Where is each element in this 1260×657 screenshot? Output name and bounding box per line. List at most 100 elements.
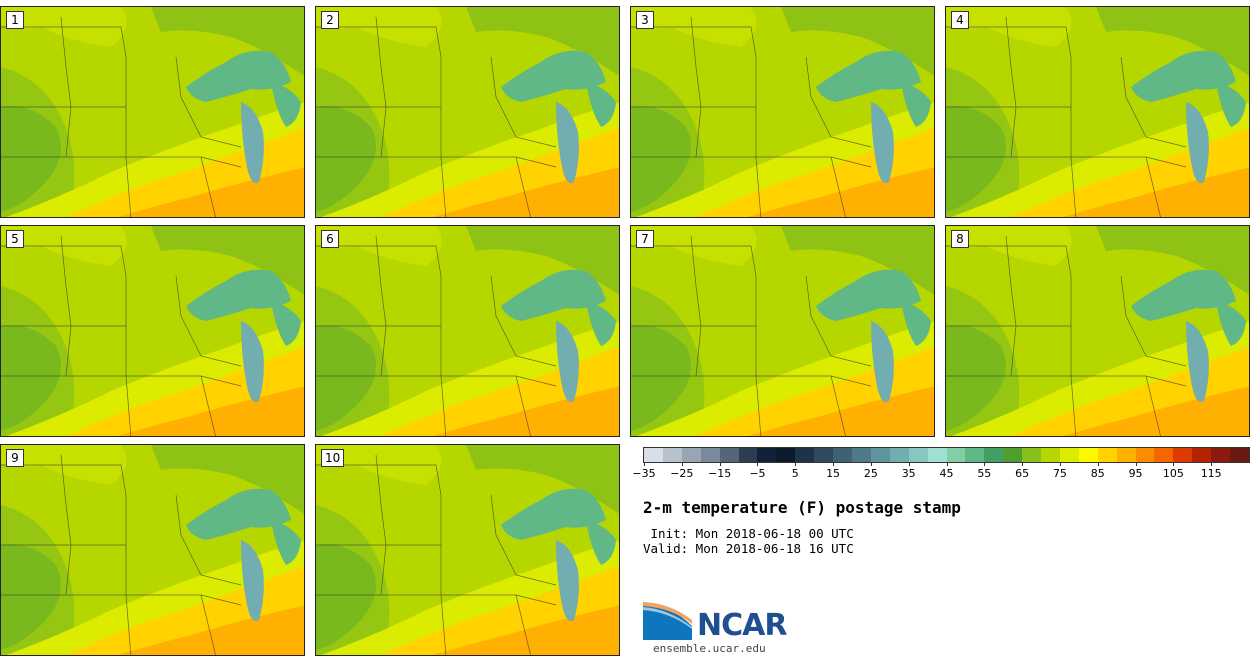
colorbar-tick [719,462,721,466]
colorbar-tick [1022,462,1024,466]
stamp-number-label: 2 [321,11,339,29]
colorbar-swatch [927,448,947,462]
stamp-number-label: 8 [951,230,969,248]
stamp-number-label: 4 [951,11,969,29]
colorbar-swatch [1097,448,1117,462]
colorbar-swatch [814,448,834,462]
colorbar-swatch [1003,448,1023,462]
colorbar-tick-label: 15 [826,467,841,480]
ncar-logo-icon [643,602,692,640]
colorbar-tick [757,462,759,466]
colorbar-swatch [1022,448,1042,462]
ncar-logo-text: NCAR [697,608,787,643]
stamp-panel-5: 5 [0,225,305,437]
temperature-map [1,226,304,436]
colorbar-tick [833,462,835,466]
website-text: ensemble.ucar.edu [653,642,766,655]
colorbar-tick [984,462,986,466]
colorbar-tick [870,462,872,466]
temperature-map [946,7,1249,217]
stamp-number-label: 10 [321,449,345,467]
temperature-map [1,445,304,655]
stamp-panel-7: 7 [630,225,935,437]
colorbar-tick-labels: −35 −25 −15 −5 5 15 25 35 45 55 65 75 85 95 105 115 [632,462,1248,482]
valid-time: Valid: Mon 2018-06-18 16 UTC [643,541,854,556]
colorbar-tick [1173,462,1175,466]
temperature-map [316,7,619,217]
colorbar-swatch [908,448,928,462]
colorbar-tick-label: 65 [1015,467,1030,480]
colorbar-tick-label: −25 [670,467,694,480]
colorbar-tick [1059,462,1061,466]
colorbar-swatch [1078,448,1098,462]
colorbar-tick [1211,462,1213,466]
chart-title: 2-m temperature (F) postage stamp [643,498,961,517]
temperature-map [631,7,934,217]
colorbar-tick [908,462,910,466]
stamp-number-label: 7 [636,230,654,248]
colorbar-swatch [870,448,890,462]
stamp-number-label: 9 [6,449,24,467]
colorbar-swatch [833,448,852,462]
stamp-panel-1: 1 [0,6,305,218]
stamp-panel-3: 3 [630,6,935,218]
colorbar-swatch [946,448,966,462]
colorbar-swatch [738,448,758,462]
colorbar-swatch [1041,448,1060,462]
stamp-panel-10: 10 [315,444,620,656]
colorbar-tick [795,462,797,466]
colorbar-swatch [1135,448,1155,462]
colorbar-swatch [662,448,682,462]
colorbar-swatch [1116,448,1136,462]
colorbar-tick-label: 85 [1090,467,1105,480]
colorbar-tick [681,462,683,466]
colorbar-tick-label: 105 [1162,467,1184,480]
temperature-map [316,445,619,655]
colorbar-swatch [795,448,815,462]
colorbar-swatch [681,448,701,462]
stamp-number-label: 3 [636,11,654,29]
stamp-panel-9: 9 [0,444,305,656]
temperature-map [316,226,619,436]
colorbar-tick-label: 5 [791,467,799,480]
colorbar-tick [946,462,948,466]
colorbar-swatch [1230,448,1249,462]
colorbar-tick-label: 55 [977,467,992,480]
colorbar-swatch [757,448,777,462]
colorbar-tick-label: −15 [708,467,732,480]
colorbar-swatch [1211,448,1231,462]
colorbar-swatch [851,448,871,462]
colorbar-tick-label: 95 [1128,467,1143,480]
colorbar-tick-label: −35 [632,467,656,480]
colorbar-swatch [719,448,739,462]
stamp-number-label: 5 [6,230,24,248]
colorbar-tick-label: 25 [863,467,878,480]
stamp-panel-4: 4 [945,6,1250,218]
colorbar-swatch [984,448,1004,462]
stamp-number-label: 1 [6,11,24,29]
colorbar-tick [1135,462,1137,466]
temperature-map [631,226,934,436]
colorbar-swatch [965,448,985,462]
temperature-map [1,7,304,217]
stamp-panel-2: 2 [315,6,620,218]
colorbar-swatch [700,448,720,462]
colorbar-swatch [644,448,663,462]
temperature-colorbar [643,447,1250,463]
stamp-number-label: 6 [321,230,339,248]
colorbar-tick [644,462,645,466]
colorbar-swatch [889,448,909,462]
colorbar-swatch [1173,448,1193,462]
colorbar-tick-label: 75 [1052,467,1067,480]
stamp-panel-6: 6 [315,225,620,437]
stamp-panel-8: 8 [945,225,1250,437]
init-time: Init: Mon 2018-06-18 00 UTC [643,526,854,541]
colorbar-swatch [1059,448,1079,462]
colorbar-tick-label: 115 [1200,467,1222,480]
colorbar-tick [1097,462,1099,466]
colorbar-tick-label: −5 [749,467,766,480]
colorbar-swatch [1154,448,1174,462]
colorbar-tick-label: 35 [901,467,916,480]
temperature-map [946,226,1249,436]
colorbar-tick-label: 45 [939,467,954,480]
